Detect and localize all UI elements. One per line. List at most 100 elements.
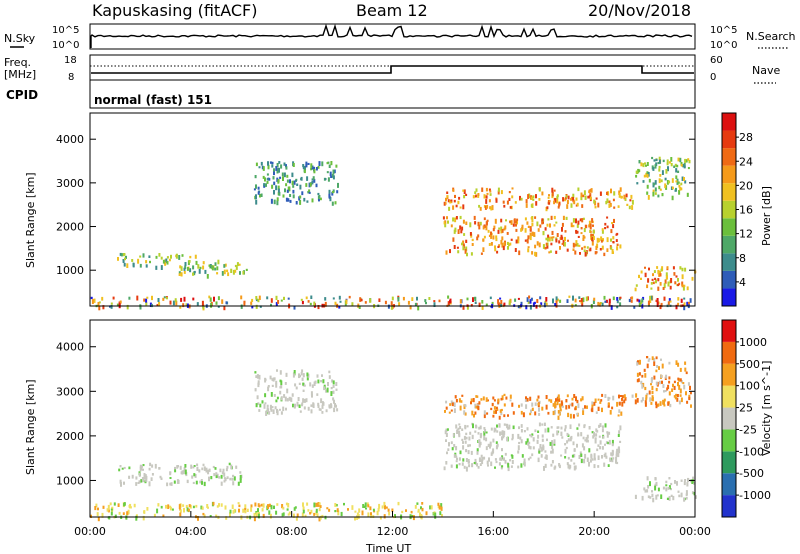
echo-cell-3 xyxy=(545,404,548,410)
echo-cell-3 xyxy=(334,201,337,205)
echo-cell-4 xyxy=(465,193,468,196)
echo-cell-5 xyxy=(612,251,614,254)
echo-cell-3 xyxy=(485,397,488,402)
echo-cell-0 xyxy=(139,305,142,310)
echo-cell-5 xyxy=(548,236,551,242)
echo-cell-0 xyxy=(351,302,354,306)
echo-cell-0 xyxy=(117,503,120,507)
echo-cell-3 xyxy=(451,402,454,407)
echo-cell-0 xyxy=(339,300,342,303)
echo-cell-4 xyxy=(514,201,517,204)
echo-cell-5 xyxy=(505,219,507,222)
echo-cell-2 xyxy=(288,396,291,401)
colorbar-frame xyxy=(721,319,737,518)
echo-cell-0 xyxy=(540,302,543,306)
echo-cell-3 xyxy=(326,162,329,165)
echo-cell-6 xyxy=(639,359,641,365)
echo-cell-0 xyxy=(318,507,321,512)
echo-cell-7 xyxy=(640,162,643,167)
echo-cell-3 xyxy=(580,398,583,402)
echo-cell-4 xyxy=(601,428,604,433)
echo-cell-4 xyxy=(531,433,534,436)
echo-cell-6 xyxy=(672,383,674,388)
echo-cell-5 xyxy=(531,231,534,237)
echo-cell-2 xyxy=(310,409,313,414)
echo-cell-3 xyxy=(260,193,263,197)
echo-cell-2 xyxy=(202,265,205,270)
echo-cell-2 xyxy=(280,380,283,386)
echo-cell-4 xyxy=(599,191,602,196)
echo-cell-5 xyxy=(597,238,600,243)
echo-cell-3 xyxy=(557,394,560,400)
echo-cell-0 xyxy=(156,304,159,307)
echo-cell-1 xyxy=(119,252,122,256)
echo-cell-5 xyxy=(490,235,493,239)
echo-cell-4 xyxy=(458,457,461,461)
echo-cell-3 xyxy=(491,402,494,407)
echo-cell-3 xyxy=(258,166,261,169)
echo-cell-7 xyxy=(676,178,679,183)
echo-cell-7 xyxy=(676,180,679,185)
echo-cell-0 xyxy=(572,295,574,301)
echo-cell-1 xyxy=(168,258,171,262)
echo-cell-1 xyxy=(231,477,234,481)
echo-cell-0 xyxy=(201,300,204,306)
echo-cell-3 xyxy=(534,402,537,406)
echo-cell-3 xyxy=(590,408,593,412)
echo-cell-3 xyxy=(618,394,620,399)
echo-cell-0 xyxy=(255,298,258,302)
echo-cell-4 xyxy=(623,194,626,200)
colorbar-tick-label: 8 xyxy=(739,252,746,265)
echo-cell-4 xyxy=(584,453,587,459)
echo-cell-4 xyxy=(455,446,458,451)
echo-cell-5 xyxy=(616,232,619,236)
echo-cell-4 xyxy=(631,205,634,210)
echo-cell-0 xyxy=(387,304,390,309)
echo-cell-2 xyxy=(275,399,278,403)
echo-cell-0 xyxy=(295,516,298,521)
echo-cell-1 xyxy=(155,255,158,259)
echo-cell-7 xyxy=(646,184,649,189)
echo-cell-4 xyxy=(462,189,465,192)
echo-cell-3 xyxy=(321,161,324,167)
echo-cell-0 xyxy=(112,296,115,300)
echo-cell-6 xyxy=(659,401,662,406)
echo-cell-3 xyxy=(289,179,291,184)
echo-cell-0 xyxy=(526,297,529,302)
echo-cell-6 xyxy=(686,286,689,291)
echo-cell-0 xyxy=(667,301,670,306)
echo-cell-7 xyxy=(651,156,654,160)
echo-cell-4 xyxy=(624,197,627,201)
echo-cell-5 xyxy=(678,494,681,498)
echo-cell-3 xyxy=(303,169,306,174)
echo-cell-0 xyxy=(90,514,92,518)
echo-cell-0 xyxy=(610,305,613,310)
echo-cell-3 xyxy=(471,410,474,416)
echo-cell-4 xyxy=(631,199,634,205)
echo-cell-3 xyxy=(621,395,624,399)
echo-cell-5 xyxy=(462,219,465,224)
echo-cell-0 xyxy=(237,502,240,505)
echo-cell-0 xyxy=(367,512,370,517)
echo-cell-4 xyxy=(570,203,573,208)
echo-cell-5 xyxy=(497,229,500,234)
echo-cell-3 xyxy=(477,405,480,410)
echo-cell-3 xyxy=(313,178,316,183)
echo-cell-4 xyxy=(538,422,541,427)
echo-cell-4 xyxy=(488,188,491,191)
echo-cell-1 xyxy=(120,253,123,257)
echo-cell-4 xyxy=(501,430,504,436)
echo-cell-5 xyxy=(590,233,593,237)
echo-cell-7 xyxy=(675,168,678,173)
echo-cell-1 xyxy=(117,257,119,261)
echo-cell-7 xyxy=(655,158,658,162)
x-tick-label: 16:00 xyxy=(477,525,509,538)
echo-cell-3 xyxy=(512,411,515,415)
echo-cell-4 xyxy=(588,195,591,199)
echo-cell-3 xyxy=(486,412,489,415)
echo-cell-4 xyxy=(535,194,537,199)
echo-cell-2 xyxy=(223,264,226,268)
echo-cell-0 xyxy=(433,300,436,303)
